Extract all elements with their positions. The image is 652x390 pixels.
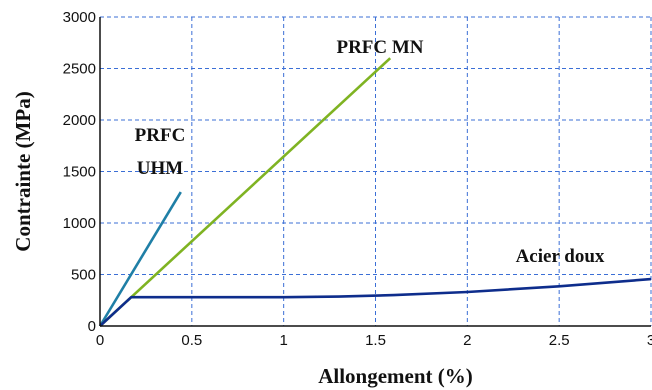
x-tick-label: 1: [279, 332, 287, 349]
y-tick-label: 500: [71, 267, 96, 284]
y-tick-label: 1000: [63, 215, 96, 232]
x-tick-label: 2: [463, 332, 471, 349]
y-tick-label: 2000: [63, 112, 96, 129]
acier-doux-line: [99, 277, 652, 327]
y-tick-label: 3000: [63, 9, 96, 26]
y-tick-labels: 0 500 1000 1500 2000 2500 3000: [63, 9, 96, 335]
prfc-uhm-line: [98, 191, 182, 327]
y-tick-label: 1500: [63, 164, 96, 181]
x-tick-labels: 0 0.5 1 1.5 2 2.5 3: [96, 332, 652, 349]
x-tick-label: 0.5: [181, 332, 202, 349]
y-tick-label: 0: [88, 318, 96, 335]
series-label: Acier doux: [516, 246, 605, 267]
series-labels: PRFC UHM PRFC MN Acier doux: [135, 37, 605, 267]
x-axis-title: Allongement (%): [318, 364, 473, 388]
prfc-mn-line: [99, 57, 392, 327]
x-tick-label: 3: [647, 332, 652, 349]
series-label: PRFC: [135, 125, 186, 146]
series-label: PRFC MN: [336, 37, 423, 58]
series-label: UHM: [137, 158, 184, 179]
x-tick-label: 0: [96, 332, 104, 349]
grid: [100, 16, 652, 326]
x-tick-label: 1.5: [365, 332, 386, 349]
series-lines: [98, 57, 652, 327]
y-axis-title: Contrainte (MPa): [11, 91, 35, 251]
x-tick-label: 2.5: [549, 332, 570, 349]
y-tick-label: 2500: [63, 61, 96, 78]
